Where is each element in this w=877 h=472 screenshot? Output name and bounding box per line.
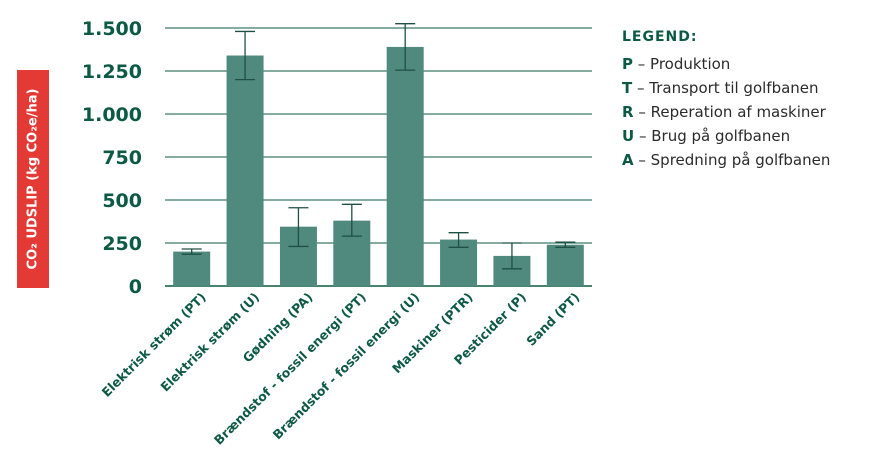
- y-tick-label: 250: [102, 233, 142, 255]
- legend-label: – Spredning på golfbanen: [638, 151, 831, 169]
- legend-title: LEGEND:: [622, 29, 698, 45]
- bar: [546, 244, 584, 286]
- legend-label: – Transport til golfbanen: [637, 79, 819, 97]
- legend-item-u: U – Brug på golfbanen: [622, 124, 830, 148]
- legend-key: P: [622, 55, 633, 73]
- bar: [226, 55, 264, 286]
- legend-key: R: [622, 103, 634, 121]
- legend-key: A: [622, 151, 634, 169]
- y-tick-label: 1.500: [82, 18, 142, 40]
- x-tick-label: Sand (PT): [523, 290, 582, 349]
- y-tick-label: 1.000: [82, 104, 142, 126]
- legend-label: – Produktion: [637, 55, 731, 73]
- legend-item-r: R – Reperation af maskiner: [622, 100, 830, 124]
- legend-label: – Brug på golfbanen: [638, 127, 791, 145]
- legend-item-a: A – Spredning på golfbanen: [622, 148, 830, 172]
- y-tick-label: 0: [129, 276, 142, 298]
- y-tick-label: 750: [102, 147, 142, 169]
- y-tick-label: 1.250: [82, 61, 142, 83]
- legend-label: – Reperation af maskiner: [638, 103, 826, 121]
- y-axis-label: CO₂ UDSLIP (kg CO₂e/ha): [25, 88, 41, 270]
- x-tick-label: Elektrisk strøm (U): [157, 290, 262, 395]
- legend-key: U: [622, 127, 635, 145]
- legend: LEGEND: P – Produktion T – Transport til…: [622, 26, 830, 172]
- legend-key: T: [622, 79, 633, 97]
- legend-item-t: T – Transport til golfbanen: [622, 76, 830, 100]
- bar: [173, 251, 211, 286]
- bar: [386, 46, 424, 286]
- legend-item-p: P – Produktion: [622, 52, 830, 76]
- y-tick-label: 500: [102, 190, 142, 212]
- x-tick-label: Elektrisk strøm (PT): [99, 290, 209, 400]
- y-axis-label-box: [17, 70, 49, 288]
